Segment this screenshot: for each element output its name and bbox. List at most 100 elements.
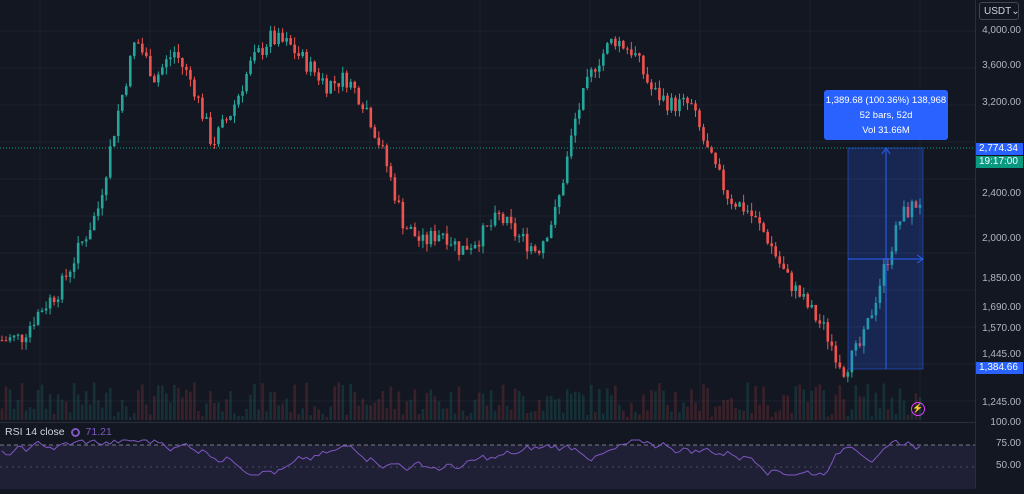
candle-body bbox=[650, 82, 653, 90]
candle-body bbox=[533, 246, 537, 252]
volume-bar bbox=[193, 382, 196, 420]
volume-bar bbox=[357, 405, 361, 420]
lightning-icon[interactable]: ⚡ bbox=[911, 402, 925, 416]
rsi-line bbox=[1, 439, 921, 476]
candle-body bbox=[273, 30, 276, 45]
volume-bar bbox=[598, 388, 601, 420]
candle-body bbox=[421, 234, 425, 241]
volume-bar bbox=[289, 412, 292, 420]
candle-body bbox=[305, 51, 308, 72]
volume-bar bbox=[862, 396, 866, 420]
candle-body bbox=[417, 236, 421, 241]
candle-body bbox=[265, 46, 268, 55]
volume-bar bbox=[545, 396, 549, 420]
candle-body bbox=[64, 275, 68, 277]
volume-bar bbox=[36, 389, 40, 420]
volume-bar bbox=[822, 390, 826, 420]
volume-bar bbox=[642, 394, 645, 420]
rsi-legend[interactable]: RSI 14 close 71.21 bbox=[5, 426, 112, 438]
candle-body bbox=[80, 241, 84, 243]
volume-bar bbox=[76, 394, 80, 420]
volume-bar bbox=[469, 412, 473, 420]
volume-bar bbox=[557, 398, 561, 420]
candle-body bbox=[313, 61, 316, 73]
candle-body bbox=[257, 48, 260, 53]
candle-body bbox=[100, 195, 104, 209]
candle-body bbox=[489, 225, 493, 227]
candle-body bbox=[349, 81, 353, 88]
volume-bar bbox=[52, 413, 56, 420]
candle-body bbox=[718, 164, 721, 170]
volume-bar bbox=[754, 386, 757, 420]
volume-bar bbox=[481, 393, 485, 420]
candle-body bbox=[112, 135, 116, 147]
indicator-settings-icon[interactable] bbox=[70, 427, 80, 437]
candle-body bbox=[702, 127, 705, 141]
candle-body bbox=[762, 223, 765, 232]
volume-bar bbox=[161, 385, 164, 420]
candle-body bbox=[473, 244, 477, 249]
candle-body bbox=[758, 217, 761, 224]
measure-volume: Vol 31.66M bbox=[862, 125, 910, 136]
candle-body bbox=[261, 48, 264, 55]
volume-bar bbox=[878, 407, 882, 420]
volume-bar bbox=[253, 383, 256, 420]
volume-bar bbox=[213, 403, 216, 420]
volume-bar bbox=[425, 392, 429, 420]
volume-bar bbox=[890, 397, 894, 420]
candle-body bbox=[233, 104, 236, 116]
volume-bar bbox=[277, 405, 280, 420]
candle-body bbox=[136, 42, 140, 44]
volume-bar bbox=[517, 390, 521, 420]
volume-bar bbox=[561, 412, 565, 420]
candle-body bbox=[722, 169, 725, 191]
candle-body bbox=[317, 72, 320, 81]
volume-bar bbox=[313, 406, 316, 420]
price-tick: 3,200.00 bbox=[982, 97, 1021, 108]
candle-body bbox=[229, 115, 232, 121]
volume-bar bbox=[445, 408, 449, 420]
candle-body bbox=[497, 212, 501, 214]
volume-bar bbox=[397, 391, 401, 420]
currency-select[interactable]: USDT ⌄ bbox=[979, 2, 1020, 20]
candle-body bbox=[84, 239, 88, 242]
countdown-label: 19:17:00 bbox=[976, 156, 1023, 168]
price-chart[interactable] bbox=[0, 0, 975, 422]
price-tick: 2,000.00 bbox=[982, 233, 1021, 244]
candle-body bbox=[88, 230, 92, 240]
volume-bar bbox=[321, 413, 324, 420]
candle-body bbox=[585, 76, 589, 88]
candle-body bbox=[794, 285, 798, 292]
candlestick-chart[interactable] bbox=[0, 0, 975, 422]
candle-body bbox=[120, 94, 124, 111]
candle-body bbox=[409, 226, 413, 229]
candle-body bbox=[838, 362, 842, 368]
candle-body bbox=[177, 51, 180, 59]
candle-body bbox=[405, 228, 409, 230]
volume-bar bbox=[473, 399, 477, 420]
volume-bar bbox=[565, 389, 569, 420]
volume-bar bbox=[710, 416, 713, 420]
candle-body bbox=[277, 32, 280, 45]
candle-body bbox=[561, 183, 565, 196]
volume-bar bbox=[92, 382, 96, 420]
volume-bar bbox=[662, 390, 665, 420]
volume-bar bbox=[898, 388, 902, 420]
candle-body bbox=[24, 337, 28, 343]
volume-bar bbox=[205, 403, 208, 420]
price-axis[interactable]: 4,000.00 3,600.00 3,200.00 2,400.00 2,000.00… bbox=[975, 0, 1024, 488]
candle-body bbox=[754, 215, 757, 218]
volume-bar bbox=[870, 416, 874, 420]
volume-bar bbox=[116, 411, 120, 420]
candle-body bbox=[237, 95, 240, 105]
rsi-pane[interactable] bbox=[0, 422, 975, 489]
candle-body bbox=[293, 44, 296, 54]
candle-body bbox=[124, 86, 128, 95]
volume-bar bbox=[738, 409, 741, 420]
candle-body bbox=[485, 225, 489, 227]
volume-bar bbox=[573, 391, 577, 420]
volume-bar bbox=[589, 384, 593, 420]
volume-bar bbox=[128, 416, 132, 420]
volume-bar bbox=[581, 394, 585, 420]
volume-bar bbox=[145, 404, 148, 420]
